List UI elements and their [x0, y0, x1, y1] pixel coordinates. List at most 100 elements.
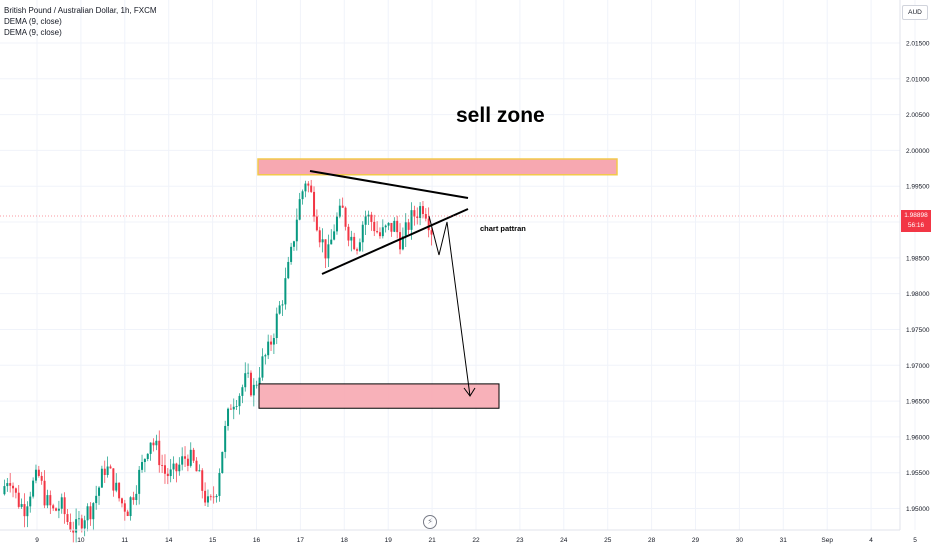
candle-body: [373, 221, 376, 232]
candle-body: [327, 244, 330, 259]
candle-body: [335, 216, 338, 232]
candle-body: [118, 482, 121, 499]
pattern-lower-line: [321, 208, 469, 275]
candle-body: [350, 236, 353, 241]
candle-body: [192, 449, 195, 461]
candle-body: [261, 356, 264, 378]
candle-body: [235, 406, 238, 407]
candle-body: [158, 440, 161, 466]
x-tick-label: 4: [869, 537, 873, 544]
candle-body: [95, 495, 98, 504]
x-tick-label: 25: [604, 537, 612, 544]
candle-body: [29, 496, 32, 507]
candle-body: [3, 486, 6, 495]
candle-body: [301, 191, 304, 200]
current-price-tag: 1.98898 56:16: [901, 210, 931, 232]
x-tick-label: Sep: [821, 537, 833, 544]
candle-body: [384, 225, 387, 228]
indicator-dema-2[interactable]: DEMA (9, close): [4, 28, 62, 37]
candle-body: [77, 518, 80, 520]
candle-body: [169, 469, 172, 477]
candle-body: [367, 214, 370, 217]
projection-arrowhead: [463, 387, 476, 397]
candle-body: [206, 496, 209, 503]
candle-body: [287, 261, 290, 279]
x-tick-label: 11: [121, 537, 128, 544]
currency-label[interactable]: AUD: [902, 5, 928, 20]
candle-body: [146, 453, 149, 460]
candle-body: [69, 521, 72, 531]
candle-body: [344, 207, 347, 227]
candle-body: [123, 503, 126, 512]
zones-layer: [257, 158, 618, 409]
candle-body: [12, 485, 15, 489]
indicator-dema-1[interactable]: DEMA (9, close): [4, 17, 62, 26]
candle-body: [163, 465, 166, 474]
candle-body: [358, 242, 361, 251]
candle-body: [310, 185, 313, 192]
candle-body: [255, 384, 258, 386]
y-tick-label: 2.01000: [906, 76, 930, 83]
candle-body: [315, 216, 318, 231]
y-tick-label: 1.95500: [906, 470, 930, 477]
candle-body: [43, 480, 46, 506]
candle-body: [129, 497, 132, 517]
y-tick-label: 1.96500: [906, 399, 930, 406]
chart-legend: British Pound / Australian Dollar, 1h, F…: [4, 5, 157, 38]
candle-body: [413, 210, 416, 217]
target-zone-box: [258, 383, 500, 409]
candle-body: [258, 377, 261, 385]
candle-body: [20, 504, 23, 507]
candle-body: [227, 408, 230, 426]
candle-body: [37, 469, 40, 476]
candle-body: [264, 355, 267, 357]
candle-body: [209, 496, 212, 498]
candle-body: [275, 313, 278, 339]
candle-body: [23, 504, 26, 517]
time-axis[interactable]: 9 10 11 14 15 16 17 18 19 21 22 23 24 25 28 29 30 31 Sep 4 5: [0, 529, 917, 544]
candle-body: [321, 239, 324, 243]
candle-body: [141, 462, 144, 470]
candle-body: [198, 470, 201, 472]
candle-body: [52, 505, 55, 509]
candle-body: [6, 483, 9, 487]
candle-body: [241, 387, 244, 396]
candle-body: [181, 456, 184, 465]
candle-body: [152, 442, 155, 446]
candle-body: [103, 468, 106, 475]
candle-body: [40, 475, 43, 481]
y-tick-label: 2.00500: [906, 112, 930, 119]
candle-body: [57, 508, 60, 511]
projection-path: [428, 215, 471, 397]
flash-icon[interactable]: ⚡: [423, 515, 437, 529]
candle-body: [361, 224, 364, 243]
sell-zone-box: [257, 158, 618, 176]
candle-body: [378, 232, 381, 237]
candle-body: [370, 214, 373, 222]
y-tick-label: 2.00000: [906, 148, 930, 155]
candle-body: [120, 498, 123, 504]
candle-body: [356, 249, 359, 251]
candle-body: [238, 395, 241, 407]
candle-body: [313, 191, 316, 217]
candle-body: [281, 304, 284, 306]
candle-body: [215, 495, 218, 498]
y-tick-label: 1.99500: [906, 184, 930, 191]
candle-body: [212, 496, 215, 498]
candle-body: [229, 408, 232, 410]
chart-pattern-label: chart pattran: [480, 224, 526, 233]
candle-body: [66, 514, 69, 522]
candle-body: [290, 246, 293, 262]
candle-body: [32, 480, 35, 497]
candle-body: [324, 239, 327, 259]
candle-body: [278, 305, 281, 314]
x-tick-label: 30: [736, 537, 744, 544]
candle-body: [224, 425, 227, 452]
candle-body: [404, 222, 407, 237]
y-tick-label: 2.01500: [906, 40, 930, 47]
symbol-title[interactable]: British Pound / Australian Dollar, 1h, F…: [4, 6, 157, 15]
candle-body: [232, 406, 235, 410]
candle-body: [34, 469, 37, 481]
candle-body: [138, 469, 141, 494]
